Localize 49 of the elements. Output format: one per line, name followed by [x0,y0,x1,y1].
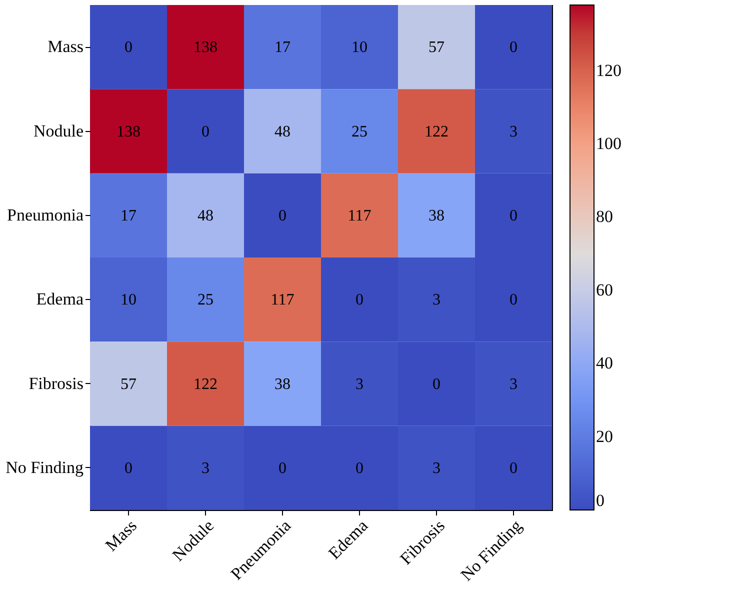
data-label: 0 [510,292,518,309]
data-label: 0 [356,292,364,309]
data-label: 0 [278,460,286,477]
data-label: 17 [274,39,290,56]
data-label: 0 [510,460,518,477]
color-bar-label: 80 [596,207,613,226]
data-label: 57 [120,376,136,393]
data-label: 122 [424,123,448,140]
data-label: 3 [356,376,364,393]
y-tick-label: Nodule [33,121,84,140]
data-label: 117 [270,292,294,309]
data-label: 38 [428,207,444,224]
data-label: 0 [510,207,518,224]
data-label: 17 [120,207,136,224]
data-label: 10 [120,292,136,309]
data-label: 0 [356,460,364,477]
data-label: 0 [124,39,132,56]
color-bar-label: 60 [596,280,613,300]
data-label: 3 [432,460,440,477]
y-tick-label: No Finding [6,458,84,477]
data-label: 57 [428,39,444,56]
data-label: 10 [352,39,368,56]
color-bar-label: 0 [596,491,604,510]
data-label: 48 [274,123,290,140]
data-label: 0 [278,207,286,224]
data-label: 0 [432,376,440,393]
data-label: 0 [124,460,132,477]
data-label: 3 [510,123,518,140]
data-label: 48 [198,207,214,224]
data-label: 138 [116,123,140,140]
color-bar-label: 100 [596,134,622,154]
y-tick-label: Edema [36,290,84,309]
data-label: 25 [198,292,214,309]
data-label: 25 [352,123,368,140]
data-label: 0 [202,123,210,140]
data-label: 138 [194,39,218,56]
data-label: 117 [348,207,372,224]
data-label: 0 [510,39,518,56]
data-label: 3 [432,292,440,309]
color-bar-label: 40 [596,354,613,373]
data-label: 38 [274,376,290,393]
color-bar-label: 120 [596,60,622,80]
data-label: 3 [510,376,518,393]
color-bar-label: 20 [596,426,613,446]
y-tick-label: Mass [48,37,84,56]
data-label: 122 [194,376,218,393]
y-tick-label: Fibrosis [28,374,84,393]
y-tick-label: Pneumonia [7,205,84,224]
data-label: 3 [202,460,210,477]
